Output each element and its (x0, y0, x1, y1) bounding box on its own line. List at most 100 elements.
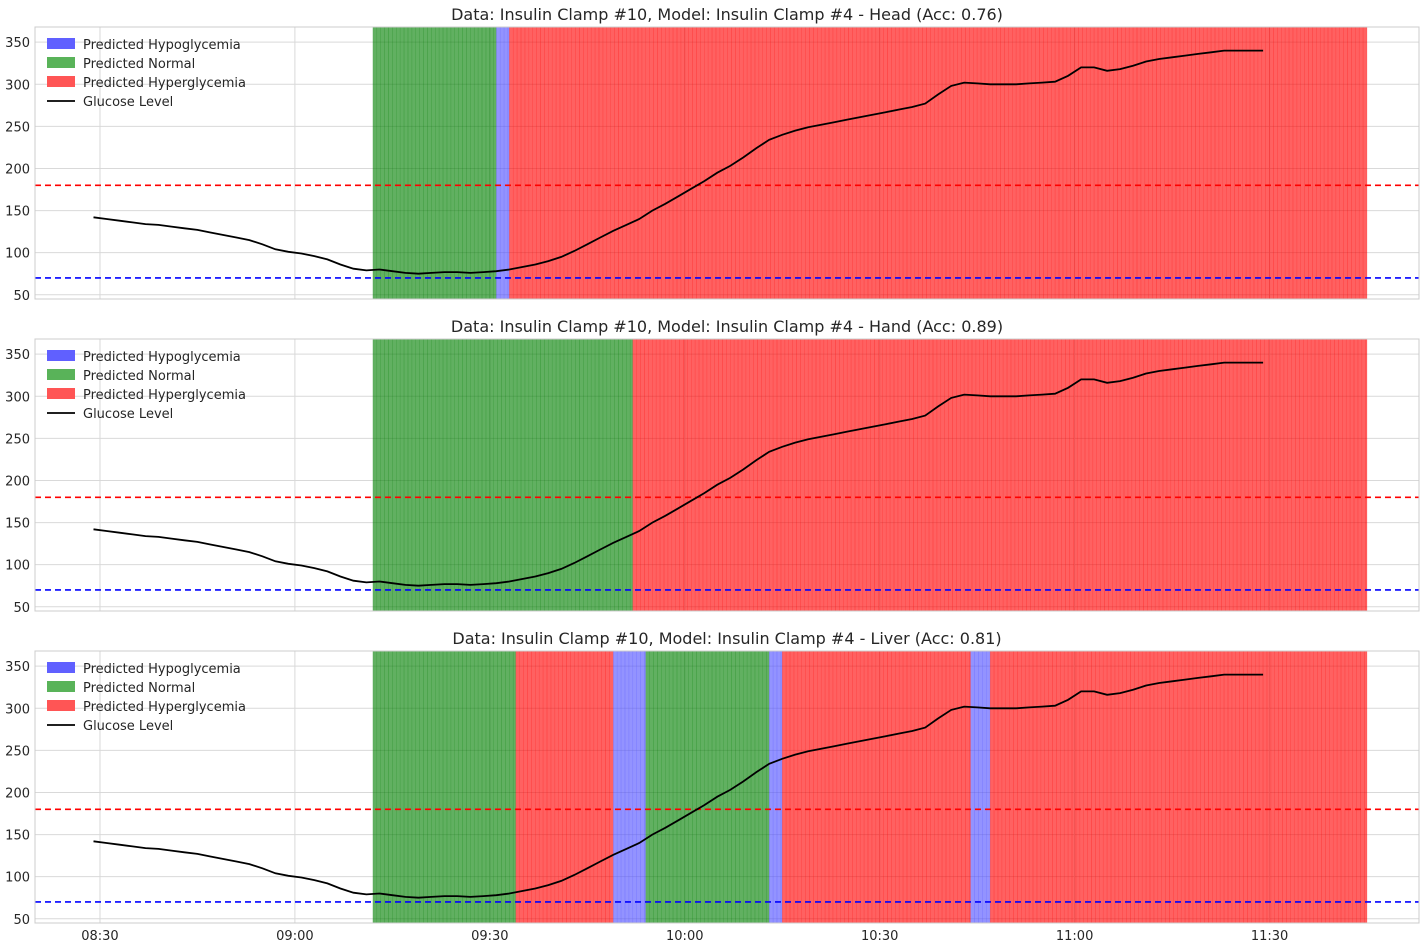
prediction-strip (663, 338, 669, 612)
prediction-strip (906, 26, 912, 300)
prediction-strip (1140, 26, 1146, 300)
prediction-strip (1108, 338, 1113, 612)
prediction-strip (1329, 650, 1334, 924)
prediction-strip (965, 650, 970, 924)
prediction-strip (411, 338, 417, 612)
prediction-strip (614, 26, 619, 300)
prediction-strip (516, 26, 522, 300)
prediction-strip (941, 650, 947, 924)
prediction-strip (882, 338, 887, 612)
prediction-strip (602, 338, 608, 612)
prediction-strip (499, 26, 505, 300)
prediction-strip (844, 650, 849, 924)
prediction-band-normal (372, 338, 634, 612)
prediction-strip (700, 650, 705, 924)
prediction-strip (1361, 338, 1366, 612)
prediction-strip (427, 338, 432, 612)
y-tick-label: 50 (13, 913, 30, 928)
prediction-strip (719, 650, 725, 924)
prediction-strip (493, 26, 497, 300)
prediction-strip (1265, 26, 1270, 300)
prediction-strip (1273, 26, 1278, 300)
prediction-strip (688, 650, 693, 924)
prediction-strip (758, 650, 763, 924)
prediction-strip (577, 650, 583, 924)
prediction-strip (956, 338, 961, 612)
prediction-strip (1212, 650, 1217, 924)
prediction-strip (618, 26, 623, 300)
prediction-strip (1274, 650, 1279, 924)
prediction-strip (753, 338, 758, 612)
prediction-strip (628, 650, 634, 924)
prediction-strip (567, 338, 572, 612)
prediction-strip (1301, 650, 1307, 924)
prediction-strip (419, 26, 424, 300)
prediction-strip (1295, 338, 1300, 612)
prediction-strip (1283, 338, 1288, 612)
prediction-strip (1162, 338, 1168, 612)
prediction-strip (602, 26, 608, 300)
prediction-strip (761, 338, 766, 612)
y-tick-label: 100 (5, 559, 30, 574)
prediction-strip (874, 338, 879, 612)
prediction-strip (407, 338, 413, 612)
prediction-strip (550, 650, 556, 924)
y-tick-label: 100 (5, 247, 30, 262)
prediction-strip (1143, 338, 1148, 612)
prediction-strip (817, 650, 822, 924)
prediction-band-hyper (781, 650, 971, 924)
prediction-strip (971, 338, 977, 612)
prediction-strip (1134, 650, 1139, 924)
prediction-strip (636, 338, 641, 612)
prediction-strip (1193, 338, 1199, 612)
prediction-strip (1284, 26, 1290, 300)
panel-3: 50 100 150 200 250 300 350 08:30 09:00 09:30 10:00… (5, 629, 1420, 944)
prediction-strip (788, 338, 793, 612)
prediction-strip (715, 26, 721, 300)
prediction-strip (435, 338, 440, 612)
prediction-strip (953, 26, 958, 300)
prediction-strip (801, 26, 806, 300)
prediction-strip (940, 338, 945, 612)
prediction-strip (832, 650, 838, 924)
prediction-strip (1305, 650, 1311, 924)
prediction-strip (1222, 26, 1227, 300)
prediction-strip (559, 26, 565, 300)
prediction-strip (1110, 650, 1116, 924)
prediction-strip (961, 26, 966, 300)
y-tick-label: 50 (13, 289, 30, 304)
prediction-strip (878, 338, 883, 612)
prediction-strip (1024, 650, 1030, 924)
prediction-strip (997, 650, 1003, 924)
prediction-strip (1008, 26, 1013, 300)
prediction-strip (991, 338, 996, 612)
x-tick-label: 09:30 (471, 929, 508, 944)
prediction-strip (684, 26, 689, 300)
prediction-strip (1099, 650, 1104, 924)
prediction-strip (411, 650, 417, 924)
prediction-strip (1200, 650, 1205, 924)
prediction-strip (1334, 338, 1339, 612)
prediction-strip (843, 338, 848, 612)
prediction-strip (1035, 26, 1040, 300)
prediction-strip (827, 338, 832, 612)
prediction-strip (501, 650, 506, 924)
prediction-strip (671, 338, 676, 612)
prediction-strip (493, 338, 498, 612)
prediction-strip (676, 650, 682, 924)
prediction-strip (626, 338, 631, 612)
prediction-strip (1191, 26, 1196, 300)
prediction-band-hyper (989, 650, 1368, 924)
prediction-strip (984, 26, 990, 300)
prediction-strip (1219, 650, 1225, 924)
prediction-strip (1013, 650, 1018, 924)
prediction-strip (1310, 338, 1316, 612)
prediction-strip (1028, 650, 1034, 924)
prediction-strip (948, 338, 953, 612)
prediction-strip (772, 650, 778, 924)
prediction-strip (817, 26, 822, 300)
prediction-strip (396, 338, 401, 612)
prediction-strip (450, 26, 455, 300)
prediction-strip (396, 26, 401, 300)
prediction-strip (739, 650, 744, 924)
